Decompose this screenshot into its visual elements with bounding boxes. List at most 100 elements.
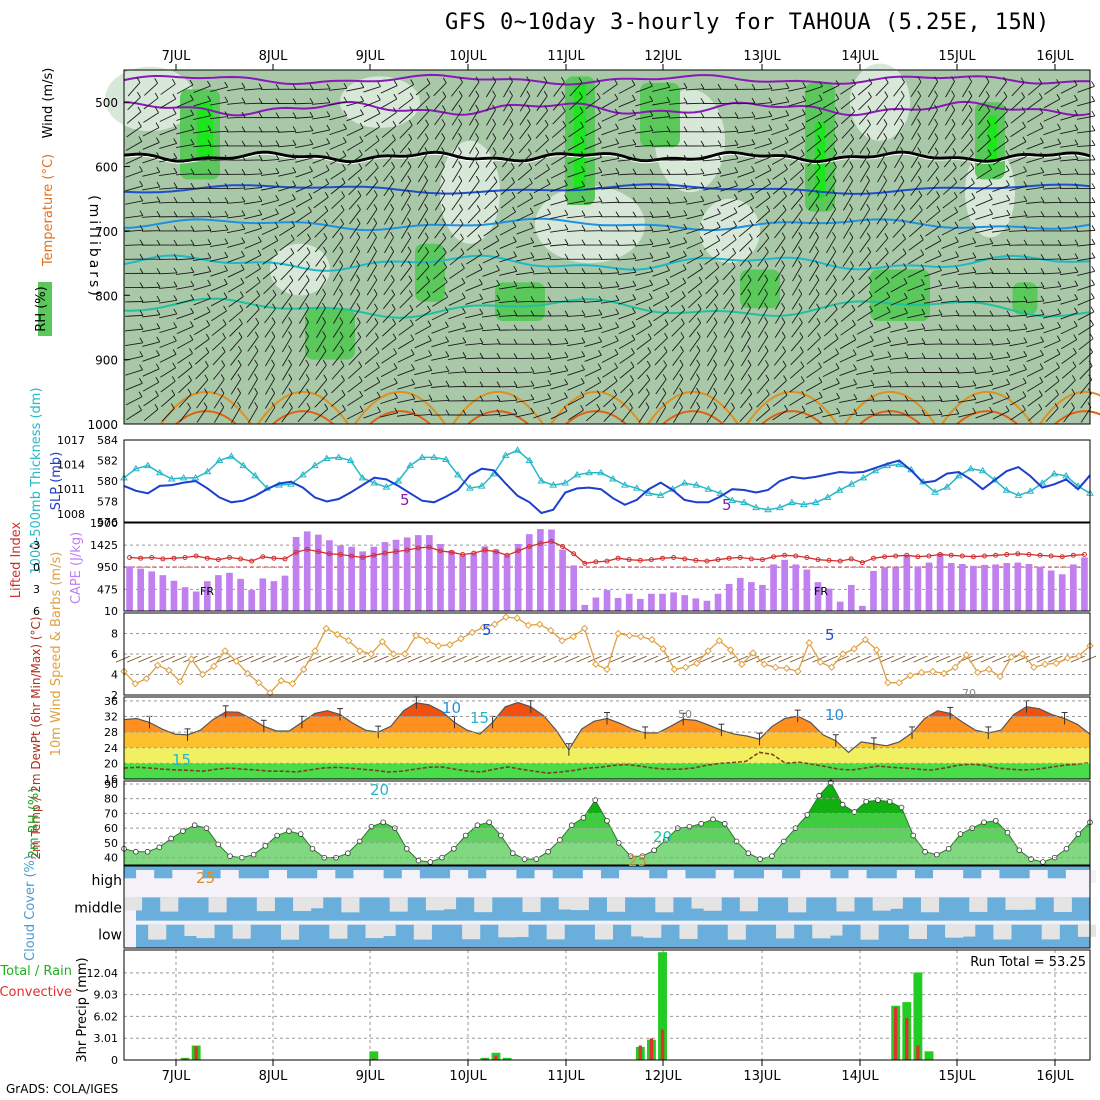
wind-barb (530, 324, 535, 331)
wind10m-point (255, 678, 263, 687)
thickness-point (632, 484, 641, 491)
wind-barb (703, 199, 721, 206)
wind-barb (213, 393, 225, 409)
wind-barb (757, 265, 769, 282)
wind-barb (841, 138, 855, 154)
wind-barb (800, 163, 805, 169)
wind-barb (818, 121, 822, 128)
wind-barb (441, 189, 446, 196)
wind-barb (365, 181, 379, 196)
wind-barb (227, 215, 245, 219)
wind-barb (137, 121, 142, 127)
wind-barb (465, 313, 483, 319)
wind-barb (277, 130, 297, 133)
wind-barb (840, 97, 856, 110)
wind10m-barb (857, 655, 872, 663)
wind-barb (788, 113, 806, 122)
wind-barb (178, 380, 192, 394)
temp-tick-label: 24 (104, 742, 118, 755)
wind-barb (835, 363, 840, 369)
wind-barb (581, 296, 586, 302)
wind-barb (1062, 393, 1076, 408)
wind-barb (1073, 94, 1078, 101)
wind-barb (136, 77, 141, 83)
wind-barb (503, 95, 513, 112)
wind-barb (989, 324, 994, 331)
wind-barb (901, 219, 906, 225)
cloud-gap (1053, 897, 1072, 912)
wind-barb (683, 82, 688, 89)
wind-barb (669, 255, 687, 263)
wind-barb (127, 82, 141, 97)
wind-barb (975, 213, 993, 220)
wind-barb (275, 195, 280, 201)
wind-barb (917, 76, 922, 83)
wind-barb (308, 179, 313, 186)
wind10m-point (1007, 653, 1016, 661)
wind-barb (383, 166, 395, 182)
wind-barb (989, 393, 994, 399)
wind-barb (1039, 122, 1044, 129)
wind-barb (1005, 165, 1010, 171)
wind-barb (1009, 141, 1027, 151)
wind-barb (758, 293, 768, 310)
wind-barb (581, 337, 586, 343)
wind-barb (496, 381, 501, 387)
wind-barb (529, 207, 534, 214)
wind-barb (223, 305, 227, 312)
wind-barb (958, 212, 976, 221)
wind-barb (580, 391, 585, 397)
wind-barb (975, 198, 993, 207)
wind-barb (683, 126, 688, 132)
wind-barb (785, 110, 790, 116)
wind-barb (275, 140, 280, 146)
wind-barb (957, 371, 977, 374)
precip-convective-bar (649, 1038, 654, 1060)
wind-barb (482, 269, 500, 277)
isotherm-line (123, 73, 1091, 86)
wind-barb (1006, 296, 1011, 302)
wind-barb (958, 398, 976, 403)
wind-barb (210, 270, 228, 277)
wind-barb (648, 293, 653, 299)
wind-barb (224, 224, 229, 231)
thickness-point (525, 456, 534, 463)
wind-barb (1006, 180, 1010, 186)
panel-frame (123, 780, 1091, 866)
wind-barb (936, 205, 941, 212)
wind-barb (700, 112, 705, 118)
wind-barb (740, 379, 752, 395)
wind-barb (237, 401, 241, 408)
wind-barb (479, 367, 484, 373)
wind10m-point (580, 624, 589, 633)
wind-barb (850, 133, 855, 140)
wind-barb (699, 263, 703, 269)
wind-barb (397, 413, 415, 417)
wind-barb (359, 390, 363, 397)
wind-barb (971, 178, 975, 184)
wind-barb (309, 84, 314, 90)
wind-barb (189, 94, 194, 101)
wind-barb (207, 168, 212, 175)
wind10m-barb (216, 655, 232, 663)
wind-barb (974, 357, 994, 360)
cloud-gap (208, 897, 227, 913)
wind-barb (632, 182, 637, 189)
wind10m-barb (699, 655, 715, 663)
wind-barb (280, 280, 294, 295)
wind-barb (1027, 83, 1043, 96)
wind-barb (143, 408, 159, 422)
wind-barb (459, 77, 463, 83)
cloud-gap (196, 924, 215, 939)
thickness-point (299, 470, 307, 478)
wind-barb (842, 237, 854, 253)
wind-barb (952, 162, 957, 169)
wind-barb (1006, 378, 1010, 385)
wind-barb (390, 189, 395, 196)
thickness-point (406, 461, 415, 469)
wind-barb (366, 208, 378, 225)
wind-barb (798, 288, 803, 295)
wind-barb (139, 364, 143, 371)
wind-barb (500, 211, 516, 223)
wind-barb (1074, 183, 1079, 189)
